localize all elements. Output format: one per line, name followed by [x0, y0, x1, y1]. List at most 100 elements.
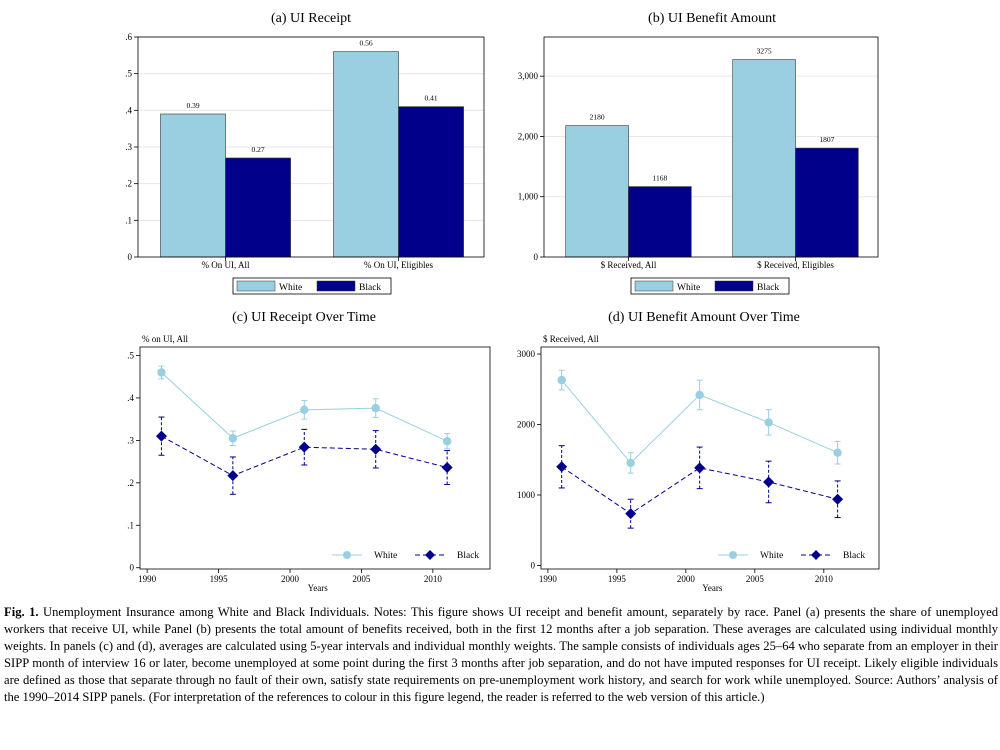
- y-tick-label: .6: [125, 32, 132, 42]
- x-axis-label: Years: [702, 583, 723, 593]
- panel-0: (a) UI Receipt 0 .1 .2 .3 .4 .5 .6 0.39 0.27 % On …: [125, 11, 485, 295]
- panel-title: (b) UI Benefit Amount: [648, 11, 776, 26]
- bar-value-label: 2180: [590, 113, 605, 122]
- x-tick-label: 2000: [281, 574, 300, 584]
- y-tick-label: .3: [125, 142, 132, 152]
- y-tick-label: 0: [534, 252, 539, 262]
- bar-value-label: 0.41: [424, 94, 437, 103]
- x-category-label: % On UI, All: [202, 260, 250, 270]
- y-tick-label: .4: [127, 393, 134, 403]
- y-tick-label: .1: [127, 520, 134, 530]
- legend-label-black: Black: [757, 283, 779, 293]
- bar-value-label: 0.56: [359, 39, 372, 48]
- bar-white-0: [160, 113, 226, 258]
- y-tick-label: 2000: [517, 420, 536, 430]
- y-tick-label: 1000: [517, 490, 536, 500]
- x-tick-label: 1995: [210, 574, 229, 584]
- plot-frame: [139, 346, 491, 570]
- x-tick-label: 2010: [815, 574, 834, 584]
- panel-3: (d) UI Benefit Amount Over Time $ Receive…: [517, 310, 880, 593]
- y-tick-label: .4: [125, 105, 132, 115]
- point-white: [764, 418, 773, 427]
- y-tick-label: 2,000: [518, 131, 539, 141]
- legend-marker-black: [425, 550, 435, 560]
- bar-black-1: [398, 106, 464, 258]
- point-black: [556, 461, 568, 473]
- legend-label-black: Black: [457, 551, 479, 561]
- y-tick-label: .5: [125, 69, 132, 79]
- point-black: [155, 430, 167, 442]
- y-axis-label: $ Received, All: [543, 334, 599, 344]
- legend-label-white: White: [760, 551, 783, 561]
- y-tick-label: .5: [127, 350, 134, 360]
- legend: White Black: [718, 550, 865, 561]
- y-tick-label: .1: [125, 215, 132, 225]
- y-tick-label: .2: [125, 179, 132, 189]
- legend-label-white: White: [677, 283, 700, 293]
- point-black: [441, 462, 453, 474]
- legend-marker-black: [811, 550, 821, 560]
- x-tick-label: 1990: [138, 574, 157, 584]
- caption-text: Unemployment Insurance among White and B…: [4, 605, 998, 704]
- legend-marker-white: [343, 551, 351, 559]
- figure-panels: (a) UI Receipt 0 .1 .2 .3 .4 .5 .6 0.39 0.27 % On …: [125, 11, 880, 593]
- point-black: [227, 470, 239, 482]
- legend-marker-white: [729, 551, 737, 559]
- point-black: [763, 476, 775, 488]
- point-black: [832, 493, 844, 505]
- legend-label-black: Black: [843, 551, 865, 561]
- bar-value-label: 1807: [819, 135, 834, 144]
- point-white: [442, 437, 452, 446]
- x-tick-label: 1990: [539, 574, 558, 584]
- point-white: [228, 434, 238, 443]
- point-white: [833, 448, 842, 457]
- x-tick-label: 2005: [746, 574, 765, 584]
- legend: White Black: [630, 277, 790, 295]
- bar-value-label: 1168: [653, 174, 668, 183]
- point-black: [298, 441, 310, 453]
- panel-title: (c) UI Receipt Over Time: [232, 310, 376, 325]
- point-black: [370, 443, 382, 455]
- legend-label-white: White: [279, 283, 302, 293]
- legend: White Black: [332, 550, 479, 561]
- legend: White Black: [232, 277, 392, 295]
- y-tick-label: .2: [127, 478, 134, 488]
- bar-black-1: [795, 147, 859, 258]
- y-tick-label: .3: [127, 435, 134, 445]
- y-tick-label: 3,000: [518, 71, 539, 81]
- bar-black-0: [225, 157, 291, 258]
- bar-black-0: [628, 186, 692, 258]
- point-black: [625, 508, 637, 520]
- x-tick-label: 2000: [677, 574, 696, 584]
- panel-2: (c) UI Receipt Over Time % on UI, All 0 .1.…: [127, 310, 491, 593]
- point-black: [694, 462, 706, 474]
- y-tick-label: 0: [128, 252, 133, 262]
- bar-value-label: 0.39: [186, 101, 199, 110]
- x-axis-label: Years: [308, 583, 329, 593]
- x-tick-label: 2005: [352, 574, 371, 584]
- x-tick-label: 2010: [424, 574, 443, 584]
- x-category-label: $ Received, Eligibles: [757, 260, 834, 270]
- point-white: [157, 368, 166, 377]
- bar-white-1: [333, 51, 399, 258]
- x-tick-label: 1995: [608, 574, 627, 584]
- y-axis-label: % on UI, All: [142, 334, 188, 344]
- panel-1: (b) UI Benefit Amount 0 1,000 2,000 3,000 218…: [518, 11, 879, 295]
- figure-caption: Fig. 1. Unemployment Insurance among Whi…: [4, 604, 998, 706]
- x-category-label: % On UI, Eligibles: [364, 260, 433, 270]
- series-line-black: [561, 466, 838, 515]
- y-tick-label: 0: [531, 560, 536, 570]
- point-white: [626, 458, 635, 468]
- panel-title: (d) UI Benefit Amount Over Time: [608, 310, 800, 325]
- panel-title: (a) UI Receipt: [271, 11, 351, 26]
- legend-label-white: White: [374, 551, 397, 561]
- x-category-label: $ Received, All: [601, 260, 657, 270]
- point-white: [300, 405, 309, 415]
- legend-swatch-black: [316, 280, 356, 292]
- point-white: [371, 403, 380, 413]
- point-white: [557, 375, 566, 385]
- bar-value-label: 3275: [757, 47, 772, 56]
- plot-frame: [543, 36, 879, 258]
- point-white: [695, 390, 704, 400]
- legend-swatch-white: [634, 280, 674, 292]
